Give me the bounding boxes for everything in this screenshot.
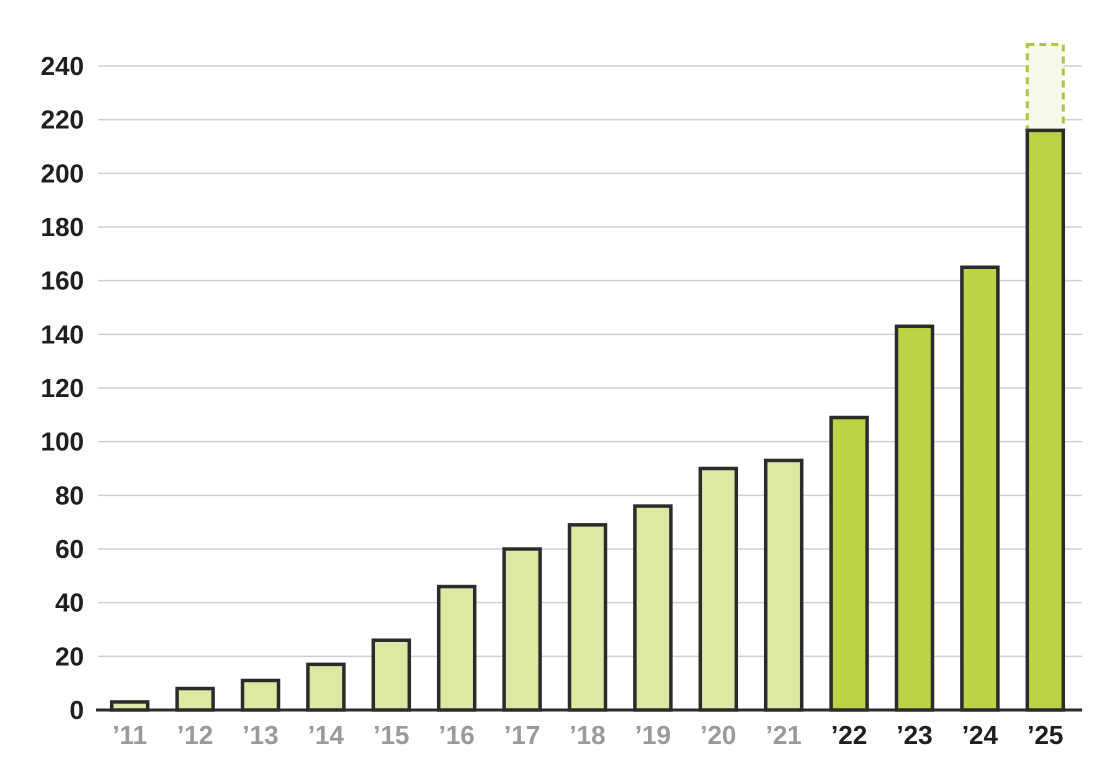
x-tick-label: ’14	[308, 720, 345, 750]
x-tick-label: ’12	[177, 720, 213, 750]
bars	[109, 43, 1066, 712]
x-tick-label: ’24	[962, 720, 999, 750]
y-tick-label: 160	[41, 266, 84, 296]
x-tick-label: ’25	[1027, 720, 1063, 750]
x-tick-label: ’17	[504, 720, 540, 750]
bar	[306, 662, 346, 712]
x-tick-label: ’18	[569, 720, 605, 750]
y-tick-label: 220	[41, 105, 84, 135]
bar	[1025, 128, 1066, 712]
y-tick-label: 140	[41, 319, 84, 349]
x-tick-label: ’11	[112, 720, 147, 750]
bar	[763, 458, 804, 712]
bar	[175, 686, 215, 712]
bar	[698, 466, 739, 712]
x-tick-label: ’23	[896, 720, 932, 750]
x-tick-label: ’16	[439, 720, 475, 750]
x-tick-label: ’15	[373, 720, 409, 750]
y-axis: 0 20 40 60 80 100 120 140 160 180 200 220 240	[41, 51, 84, 725]
bar	[894, 324, 935, 712]
y-tick-label: 180	[41, 212, 84, 242]
bar	[502, 547, 542, 712]
bar	[633, 504, 673, 712]
y-tick-label: 200	[41, 158, 84, 188]
bar	[960, 265, 1000, 712]
bar	[436, 584, 477, 712]
x-tick-label: ’20	[700, 720, 736, 750]
y-tick-label: 40	[55, 588, 84, 618]
bar	[567, 523, 608, 712]
bar	[240, 678, 281, 712]
x-tick-label: ’19	[635, 720, 671, 750]
x-tick-label: ’21	[766, 720, 802, 750]
y-tick-label: 0	[70, 695, 84, 725]
y-tick-label: 120	[41, 373, 84, 403]
projected-bar-segment	[1025, 43, 1065, 132]
y-tick-label: 100	[41, 427, 84, 457]
x-axis: ’11 ’12 ’13 ’14 ’15 ’16 ’17 ’18 ’19 ’20 ’21 ’22 ’23 ’…	[96, 708, 1082, 750]
bar	[371, 638, 412, 712]
y-tick-label: 80	[55, 480, 84, 510]
bar	[829, 415, 869, 712]
grid-lines	[98, 65, 1082, 658]
x-tick-label: ’22	[831, 720, 867, 750]
y-tick-label: 20	[55, 641, 84, 671]
x-tick-label: ’13	[242, 720, 278, 750]
y-tick-label: 60	[55, 534, 84, 564]
y-tick-label: 240	[41, 51, 84, 81]
